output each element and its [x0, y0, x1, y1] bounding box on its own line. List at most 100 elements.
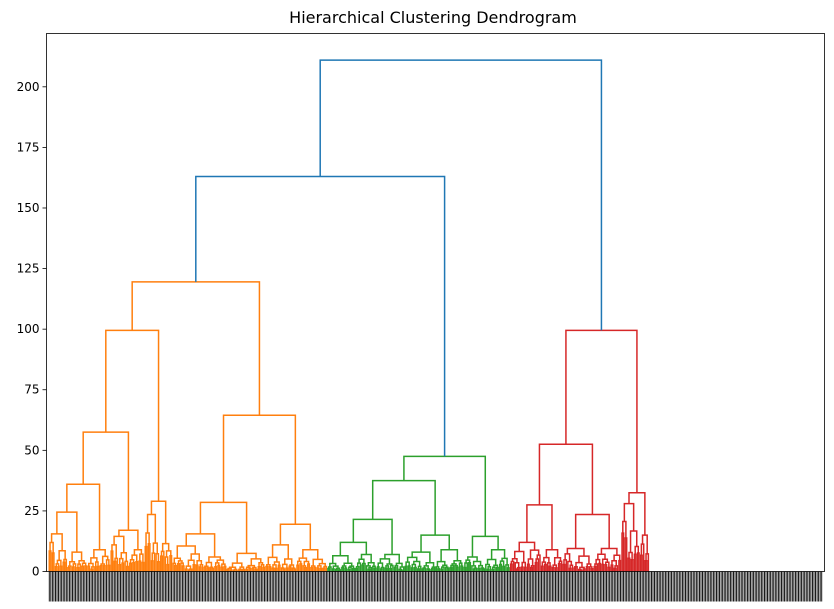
dendrogram-link-322	[554, 567, 558, 572]
dendrogram-link-53	[135, 560, 139, 572]
dendrogram-link-339	[582, 568, 586, 572]
dendrogram-link-241	[426, 568, 431, 572]
dendrogram-link-378	[639, 554, 643, 572]
dendrogram-link-3	[54, 566, 58, 572]
dendrogram-link-148	[280, 567, 285, 572]
dendrogram-link-187	[341, 566, 345, 572]
dendrogram-link-331	[568, 567, 572, 572]
dendrogram-link-287	[498, 563, 503, 572]
dendrogram-link-384	[565, 329, 638, 493]
dendrogram-link-229	[407, 565, 411, 572]
dendrogram-link-385	[195, 175, 446, 457]
dendrogram-link-356	[601, 558, 609, 565]
dendrogram-link-71	[160, 550, 165, 572]
dendrogram-link-228	[404, 565, 408, 572]
dendrogram-link-64	[150, 560, 154, 572]
dendrogram-link-351	[595, 558, 601, 565]
dendrogram-link-316	[543, 563, 547, 572]
dendrogram-link-127	[251, 567, 255, 572]
dendrogram-link-61	[144, 545, 148, 572]
dendrogram-link-268	[468, 561, 472, 572]
dendrogram-link-101	[211, 567, 215, 572]
dendrogram-link-51	[132, 561, 136, 572]
dendrogram-link-84	[177, 560, 183, 564]
dendrogram-link-212	[380, 566, 385, 572]
dendrogram-link-321	[551, 566, 555, 572]
dendrogram-link-123	[231, 562, 243, 568]
dendrogram-link-105	[217, 564, 221, 572]
dendrogram-link-231	[410, 567, 414, 572]
dendrogram-link-119	[237, 569, 241, 572]
dendrogram-link-225	[395, 562, 403, 567]
dendrogram-link-335	[573, 567, 577, 572]
dendrogram-link-213	[377, 562, 384, 568]
dendrogram-link-290	[506, 567, 510, 572]
dendrogram-link-76	[161, 542, 170, 552]
dendrogram-link-44	[121, 562, 125, 572]
dendrogram-link-298	[516, 568, 520, 572]
dendrogram-link-56	[141, 561, 145, 572]
dendrogram-link-354	[607, 566, 611, 572]
dendrogram-link-200	[361, 562, 366, 572]
dendrogram-link-112	[185, 533, 216, 557]
dendrogram-link-353	[604, 563, 608, 572]
y-axis: 0 25 50 75 100 125 150 175 200	[17, 80, 47, 579]
dendrogram-link-68	[152, 542, 158, 554]
dendrogram-link-62	[147, 543, 151, 572]
dendrogram-link-69	[146, 513, 157, 544]
dendrogram-link-198	[356, 562, 362, 572]
dendrogram-link-154	[289, 564, 295, 569]
dendrogram-link-24	[87, 565, 91, 572]
dendrogram-link-197	[355, 566, 360, 572]
dendrogram-link-192	[351, 567, 355, 572]
dendrogram-link-266	[463, 566, 467, 572]
dendrogram-link-195	[332, 554, 349, 564]
dendrogram-link-74	[169, 555, 173, 572]
dendrogram-link-314	[518, 541, 536, 552]
dendrogram-link-319	[546, 562, 551, 572]
dendrogram-link-79	[173, 564, 177, 572]
dendrogram-link-150	[281, 563, 288, 569]
dendrogram-link-224	[399, 566, 405, 572]
dendrogram-link-270	[472, 568, 476, 572]
dendrogram-link-11	[67, 566, 71, 572]
dendrogram-link-78	[105, 329, 160, 502]
dendrogram-link-323	[552, 564, 557, 568]
dendrogram-link-367	[621, 532, 625, 572]
y-tick-label-6: 150	[17, 201, 40, 215]
dendrogram-link-54	[131, 554, 138, 562]
dendrogram-link-379	[640, 543, 645, 572]
dendrogram-link-168	[316, 567, 320, 572]
dendrogram-link-57	[139, 553, 144, 563]
dendrogram-link-18	[81, 565, 85, 572]
dendrogram-link-60	[82, 431, 130, 531]
dendrogram-link-324	[557, 562, 561, 572]
plot-frame	[46, 33, 825, 572]
dendrogram-link-365	[574, 513, 610, 549]
dendrogram-link-383	[628, 491, 646, 536]
chart-title: Hierarchical Clustering Dendrogram	[289, 8, 577, 27]
dendrogram-link-149	[285, 567, 289, 572]
dendrogram-link-374	[636, 552, 640, 572]
dendrogram-link-194	[343, 562, 353, 567]
dendrogram-link-151	[288, 565, 292, 572]
dendrogram-link-28	[96, 565, 100, 572]
dendrogram-link-332	[569, 564, 574, 572]
dendrogram-link-59	[118, 529, 139, 550]
dendrogram-link-143	[272, 564, 277, 569]
dendrogram-link-271	[473, 567, 478, 572]
dendrogram-link-304	[521, 561, 527, 568]
dendrogram-link-329	[562, 563, 566, 572]
dendrogram-link-77	[150, 500, 167, 544]
dendrogram-link-206	[372, 565, 376, 572]
dendrogram-link-370	[627, 557, 631, 572]
dendrogram-link-288	[502, 565, 506, 572]
dendrogram-link-380	[644, 560, 648, 572]
dendrogram-link-48	[120, 552, 128, 562]
dendrogram-link-243	[430, 567, 434, 572]
dendrogram-link-274	[481, 568, 486, 572]
dendrogram-link-346	[578, 555, 590, 564]
dendrogram-link-371	[630, 558, 634, 572]
dendrogram-link-210	[376, 566, 380, 572]
